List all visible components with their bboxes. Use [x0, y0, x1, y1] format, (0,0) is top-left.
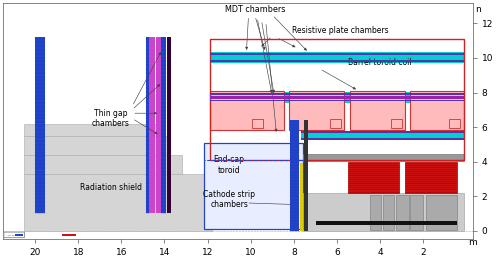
Bar: [348, 162, 399, 193]
Bar: [371, 195, 381, 230]
Bar: [302, 131, 464, 140]
Bar: [156, 37, 161, 213]
Bar: [167, 37, 171, 213]
Bar: [396, 195, 409, 230]
Bar: [210, 96, 464, 99]
Bar: [252, 119, 262, 128]
Bar: [350, 91, 405, 130]
Bar: [15, 234, 23, 236]
FancyBboxPatch shape: [4, 232, 24, 238]
Bar: [204, 143, 304, 229]
Bar: [427, 195, 456, 230]
Bar: [210, 39, 464, 160]
Bar: [330, 119, 341, 128]
Bar: [304, 154, 464, 161]
Bar: [304, 120, 308, 231]
Bar: [383, 195, 394, 230]
Text: Barrel toroid coil: Barrel toroid coil: [348, 58, 411, 68]
Bar: [210, 93, 464, 95]
Bar: [35, 37, 45, 213]
Bar: [210, 60, 464, 62]
Bar: [149, 37, 155, 213]
Bar: [210, 92, 464, 102]
Bar: [302, 131, 464, 133]
Bar: [24, 155, 182, 174]
Bar: [410, 91, 464, 130]
Bar: [391, 119, 402, 128]
Bar: [210, 53, 464, 63]
Bar: [24, 136, 167, 155]
Bar: [300, 163, 304, 231]
Bar: [161, 37, 166, 213]
Text: Thin gap
chambers: Thin gap chambers: [92, 109, 129, 128]
Bar: [210, 91, 284, 130]
Text: m: m: [468, 238, 477, 247]
Bar: [304, 193, 464, 231]
Bar: [62, 234, 76, 236]
Bar: [449, 119, 460, 128]
Bar: [410, 195, 423, 230]
Bar: [405, 162, 456, 193]
Bar: [302, 138, 464, 140]
Text: Resistive plate chambers: Resistive plate chambers: [292, 26, 388, 35]
Bar: [210, 100, 464, 101]
Bar: [24, 124, 158, 136]
Bar: [290, 120, 299, 231]
Bar: [210, 53, 464, 55]
Text: Radiation shield: Radiation shield: [79, 183, 141, 192]
Bar: [24, 174, 212, 231]
Text: MDT chambers: MDT chambers: [225, 5, 285, 14]
Text: End-cap
toroid: End-cap toroid: [214, 155, 245, 175]
Text: Cathode strip
chambers: Cathode strip chambers: [203, 190, 255, 209]
Bar: [290, 91, 344, 130]
Bar: [146, 37, 149, 213]
Text: n: n: [475, 5, 481, 14]
Bar: [316, 221, 456, 225]
